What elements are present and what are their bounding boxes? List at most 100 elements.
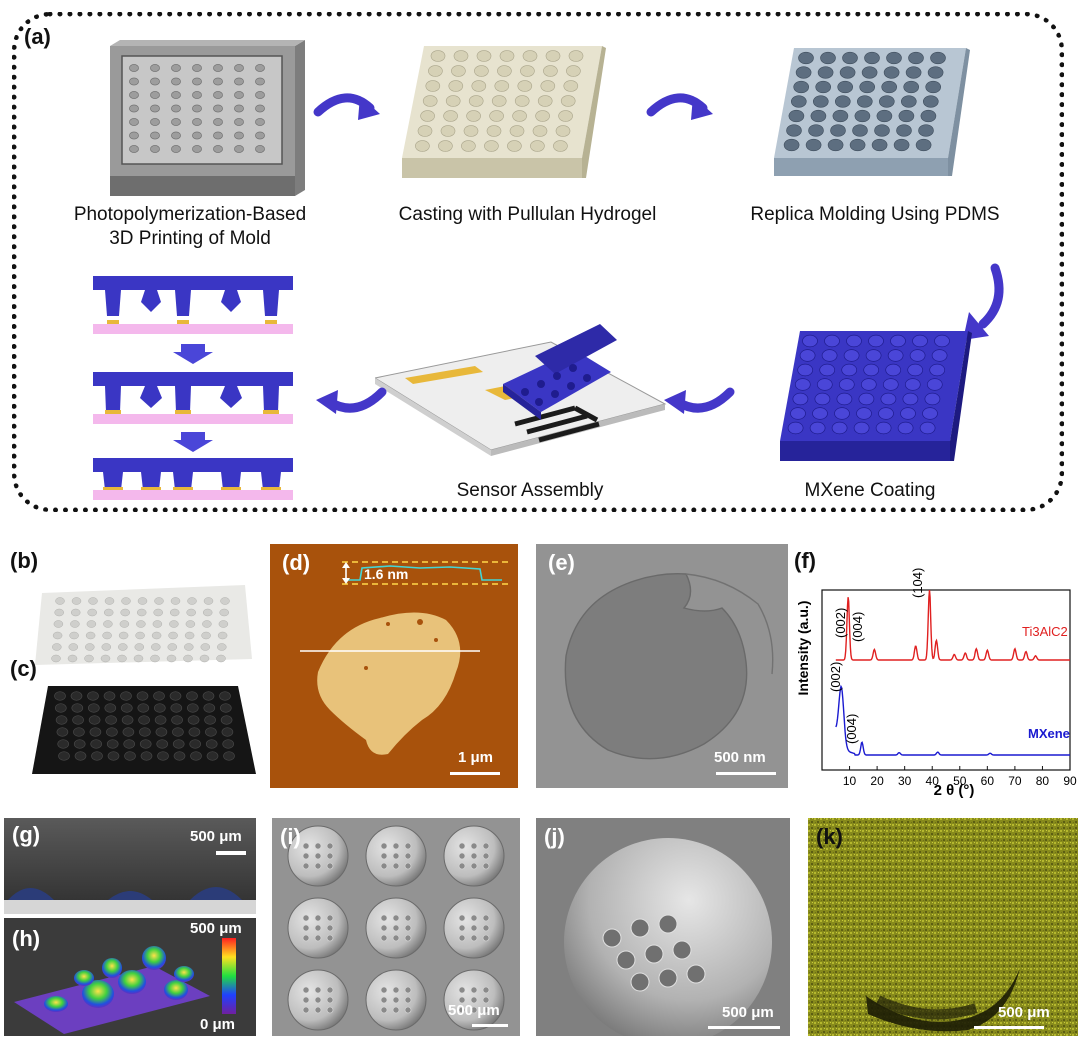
array-dot <box>820 51 836 65</box>
xrd-annot-004-ti: (004) <box>850 612 865 642</box>
array-dot <box>805 138 822 152</box>
array-dot <box>234 64 244 72</box>
xrd-x-tick-label: 40 <box>926 774 940 788</box>
array-dot <box>187 703 199 713</box>
array-dot <box>787 421 804 435</box>
sem-microbump <box>482 914 490 922</box>
array-dot <box>186 608 196 617</box>
sem-microbump <box>470 996 478 1004</box>
array-dot <box>854 109 871 123</box>
sem-microbump <box>380 986 388 994</box>
array-dot <box>919 421 936 435</box>
array-dot <box>213 91 223 99</box>
sem-microbump <box>470 924 478 932</box>
array-dot <box>453 50 469 62</box>
cross-section-scale-text: 500 μm <box>190 828 242 845</box>
array-dot <box>205 739 218 749</box>
array-dot <box>192 145 202 153</box>
array-dot <box>808 124 824 137</box>
mold-3d-printed <box>110 40 305 196</box>
array-dot <box>136 691 149 701</box>
xrd-x-tick-label: 90 <box>1063 774 1077 788</box>
array-dot <box>553 140 568 152</box>
array-dot <box>795 66 812 79</box>
array-dot <box>219 691 231 701</box>
array-dot <box>153 691 165 701</box>
sem-microbump <box>482 852 490 860</box>
array-dot <box>535 110 550 122</box>
array-dot <box>819 363 836 377</box>
array-dot <box>925 80 941 94</box>
array-dot <box>468 95 484 107</box>
cross-section-photo: (g) 500 μm <box>4 818 256 914</box>
array-dot <box>137 597 148 605</box>
sem-microbump <box>314 924 322 932</box>
array-dot <box>821 349 838 362</box>
array-dot <box>934 334 950 348</box>
sem-flake-scale-text: 500 nm <box>714 749 766 766</box>
sem-microbump <box>380 852 388 860</box>
array-dot <box>169 691 182 701</box>
array-dot <box>512 110 527 122</box>
step3-caption: Replica Molding Using PDMS <box>750 204 1000 225</box>
array-dot <box>428 65 443 77</box>
array-dot <box>897 421 914 435</box>
array-dot <box>901 95 917 108</box>
sem-microbump <box>392 914 400 922</box>
array-dot <box>121 715 134 725</box>
afm-scale-bar <box>450 772 500 775</box>
sem-microbump <box>392 852 400 860</box>
array-dot <box>918 124 934 137</box>
sem-dome-image: (j) 500 μm <box>536 818 790 1036</box>
array-dot <box>809 421 826 435</box>
array-dot <box>507 140 522 152</box>
sem-microbump <box>392 924 400 932</box>
sem-microbump <box>482 924 490 932</box>
array-dot <box>882 378 899 391</box>
panel-a-frame <box>12 12 1064 512</box>
sem-microbump <box>314 862 322 870</box>
array-dot <box>219 608 229 617</box>
array-dot <box>70 620 80 628</box>
array-dot <box>168 631 178 640</box>
array-dot <box>103 608 114 617</box>
array-dot <box>783 138 800 152</box>
sem-microbump <box>392 842 400 850</box>
array-dot <box>560 95 576 107</box>
array-dot <box>927 66 944 79</box>
array-dot <box>129 118 139 126</box>
afm-height-label: 1.6 nm <box>364 566 409 582</box>
xrd-plot-frame <box>821 589 1071 771</box>
sem-microbump <box>404 924 412 932</box>
xrd-series-line <box>835 589 1070 661</box>
array-dot <box>213 145 223 153</box>
array-dot <box>255 118 265 126</box>
array-dot <box>86 620 97 628</box>
panel-c-label: (c) <box>10 656 37 681</box>
array-dot <box>85 643 95 651</box>
array-dot <box>120 691 132 701</box>
array-dot <box>55 715 68 725</box>
panel-a-label: (a) <box>24 24 51 49</box>
sem-microbump <box>458 862 466 870</box>
sem-microbump <box>470 852 478 860</box>
sem-microbump <box>470 986 478 994</box>
array-dot <box>794 378 811 391</box>
array-dot <box>213 64 223 72</box>
array-dot <box>864 51 880 65</box>
sem-microbump <box>314 1006 322 1014</box>
array-dot <box>863 363 880 377</box>
array-dot <box>858 392 875 406</box>
array-dot <box>885 363 902 377</box>
array-dot <box>56 727 69 737</box>
array-dot <box>912 334 928 348</box>
panel-g-label: (g) <box>12 822 41 847</box>
array-dot <box>106 727 118 737</box>
array-dot <box>87 691 99 701</box>
array-dot <box>471 80 487 92</box>
array-dot <box>509 125 525 137</box>
array-dot <box>520 65 535 77</box>
array-dot <box>153 608 163 617</box>
array-dot <box>793 80 810 94</box>
sem-microbump <box>470 1006 478 1014</box>
